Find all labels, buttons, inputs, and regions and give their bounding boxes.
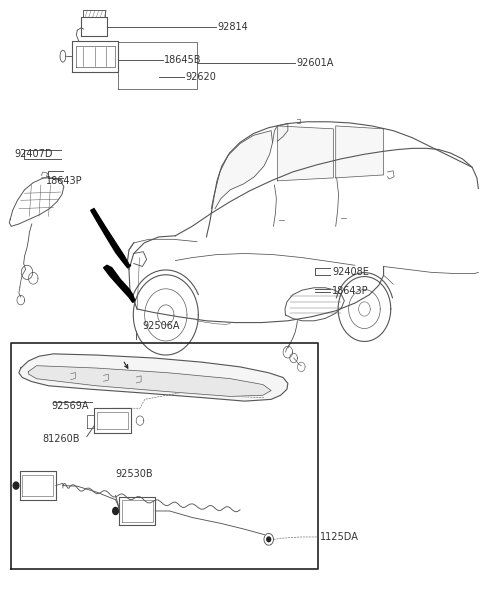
Text: 92569A: 92569A	[51, 401, 88, 411]
Polygon shape	[104, 265, 135, 303]
Text: 18645B: 18645B	[164, 54, 202, 65]
Polygon shape	[13, 482, 19, 489]
Text: 1125DA: 1125DA	[321, 532, 360, 542]
Text: 92407D: 92407D	[14, 149, 53, 159]
Text: 81260B: 81260B	[43, 434, 80, 444]
Text: 92620: 92620	[185, 72, 216, 82]
Text: 92408E: 92408E	[332, 268, 369, 278]
Polygon shape	[273, 124, 288, 143]
Polygon shape	[113, 507, 119, 514]
Polygon shape	[19, 354, 288, 401]
Polygon shape	[277, 126, 333, 181]
Text: 18643P: 18643P	[46, 176, 83, 186]
Polygon shape	[60, 50, 66, 62]
Polygon shape	[28, 366, 271, 397]
Polygon shape	[267, 537, 271, 542]
Text: 18643P: 18643P	[332, 286, 369, 295]
Text: 92601A: 92601A	[297, 57, 334, 67]
Text: 92506A: 92506A	[142, 320, 180, 330]
Text: 92814: 92814	[217, 22, 248, 32]
Polygon shape	[264, 533, 274, 545]
Polygon shape	[336, 126, 384, 178]
Polygon shape	[211, 131, 273, 208]
Text: 92530B: 92530B	[116, 469, 153, 480]
Polygon shape	[91, 208, 131, 268]
